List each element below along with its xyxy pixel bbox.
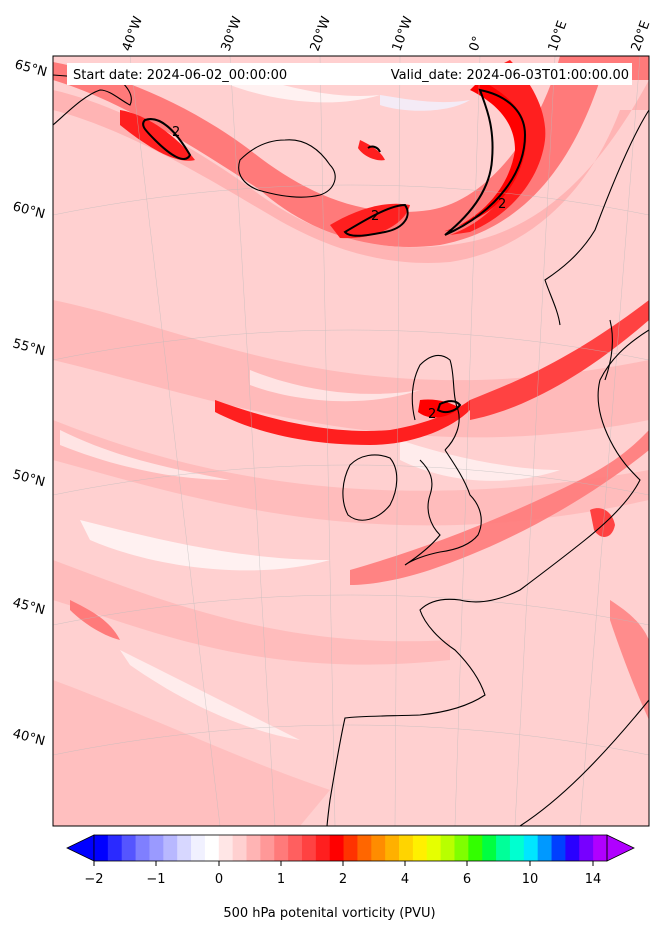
colorbar-segment bbox=[260, 835, 275, 861]
colorbar-segment bbox=[357, 835, 372, 861]
colorbar-segment bbox=[551, 835, 566, 861]
longitude-labels: 40°W 30°W 20°W 10°W 0° 10°E 20°E bbox=[120, 14, 654, 53]
colorbar-segment bbox=[537, 835, 552, 861]
colorbar-tick-label: −2 bbox=[84, 872, 103, 887]
colorbar-segment bbox=[412, 835, 428, 861]
colorbar: −2 −1 0 1 2 4 6 10 14 bbox=[66, 834, 635, 887]
colorbar-segment bbox=[329, 835, 344, 861]
colorbar-segment bbox=[191, 835, 206, 861]
colorbar-segment bbox=[454, 835, 469, 861]
colorbar-ticks: −2 −1 0 1 2 4 6 10 14 bbox=[84, 861, 601, 887]
colorbar-segment bbox=[565, 835, 580, 861]
lat-label: 40°N bbox=[11, 726, 47, 749]
contour-label: 2 bbox=[172, 125, 180, 140]
lat-label: 50°N bbox=[11, 467, 47, 490]
colorbar-segment bbox=[301, 835, 317, 861]
colorbar-segment bbox=[399, 835, 414, 861]
lat-label: 60°N bbox=[11, 199, 47, 222]
colorbar-over-arrow bbox=[606, 834, 635, 862]
lon-label: 20°E bbox=[629, 19, 654, 54]
colorbar-segment bbox=[593, 835, 608, 861]
colorbar-segment bbox=[135, 835, 150, 861]
colorbar-segment bbox=[523, 835, 539, 861]
scotland-coast bbox=[411, 354, 460, 451]
colorbar-tick-label: 10 bbox=[522, 872, 539, 887]
lon-label: 40°W bbox=[120, 14, 146, 53]
colorbar-tick-label: 14 bbox=[585, 872, 602, 887]
colorbar-segment bbox=[274, 835, 289, 861]
colorbar-tick-label: 6 bbox=[463, 872, 471, 887]
colorbar-segment bbox=[149, 835, 164, 861]
contour-label: 2 bbox=[428, 407, 436, 422]
colorbar-title: 500 hPa potenital vorticity (PVU) bbox=[223, 906, 436, 921]
contour-labels: 2 2 2 2 bbox=[172, 125, 506, 422]
colorbar-segment bbox=[246, 835, 261, 861]
coastlines bbox=[53, 74, 649, 826]
lat-label: 55°N bbox=[11, 336, 47, 359]
colorbar-tick-label: 0 bbox=[215, 872, 223, 887]
colorbar-segment bbox=[496, 835, 511, 861]
info-box bbox=[67, 63, 632, 85]
colorbar-segment bbox=[579, 835, 594, 861]
start-date-label: Start date: 2024-06-02_00:00:00 bbox=[73, 68, 287, 83]
colorbar-segment bbox=[163, 835, 178, 861]
lon-label: 20°W bbox=[308, 14, 334, 53]
ireland-coast bbox=[342, 454, 398, 521]
colorbar-segment bbox=[468, 835, 483, 861]
colorbar-segment bbox=[288, 835, 303, 861]
continent-coast bbox=[326, 329, 649, 826]
lon-label: 10°E bbox=[546, 19, 571, 54]
colorbar-tick-label: 1 bbox=[277, 872, 285, 887]
colorbar-segment bbox=[232, 835, 247, 861]
colorbar-segment bbox=[315, 835, 331, 861]
denmark-coast bbox=[604, 319, 614, 381]
colorbar-segment bbox=[121, 835, 136, 861]
colorbar-tick-label: −1 bbox=[146, 872, 165, 887]
valid-date-label: Valid_date: 2024-06-03T01:00:00.00 bbox=[391, 68, 629, 83]
colorbar-under-arrow bbox=[66, 834, 95, 862]
colorbar-segment bbox=[94, 835, 109, 861]
colorbar-tick-label: 4 bbox=[401, 872, 409, 887]
pv-2-contours bbox=[142, 88, 527, 414]
contour-label: 2 bbox=[371, 209, 379, 224]
spain-south-coast bbox=[519, 699, 649, 826]
lat-label: 65°N bbox=[13, 57, 49, 80]
lon-label: 10°W bbox=[390, 14, 416, 53]
pv-field bbox=[53, 56, 649, 826]
latitude-labels: 65°N 60°N 55°N 50°N 45°N 40°N bbox=[11, 57, 49, 749]
lon-label: 30°W bbox=[219, 14, 245, 53]
map-frame bbox=[52, 55, 650, 827]
colorbar-frame bbox=[93, 834, 608, 862]
colorbar-segment bbox=[218, 835, 234, 861]
lon-label: 0° bbox=[467, 34, 486, 53]
colorbar-segment bbox=[343, 835, 358, 861]
colorbar-segment bbox=[385, 835, 400, 861]
colorbar-segment bbox=[204, 835, 220, 861]
contour-label: 2 bbox=[498, 197, 506, 212]
greenland-coast bbox=[53, 74, 132, 126]
britain-coast bbox=[404, 449, 482, 566]
colorbar-tick-label: 2 bbox=[339, 872, 347, 887]
colorbar-segment bbox=[509, 835, 525, 861]
colorbar-segment bbox=[440, 835, 455, 861]
colorbar-segment bbox=[107, 835, 123, 861]
iceland-coast bbox=[238, 139, 336, 198]
colorbar-segment bbox=[426, 835, 442, 861]
colorbar-segment bbox=[177, 835, 192, 861]
colorbar-segments bbox=[94, 835, 608, 861]
colorbar-segment bbox=[482, 835, 497, 861]
lat-label: 45°N bbox=[11, 595, 47, 618]
colorbar-segment bbox=[371, 835, 386, 861]
norway-coast bbox=[544, 109, 649, 326]
